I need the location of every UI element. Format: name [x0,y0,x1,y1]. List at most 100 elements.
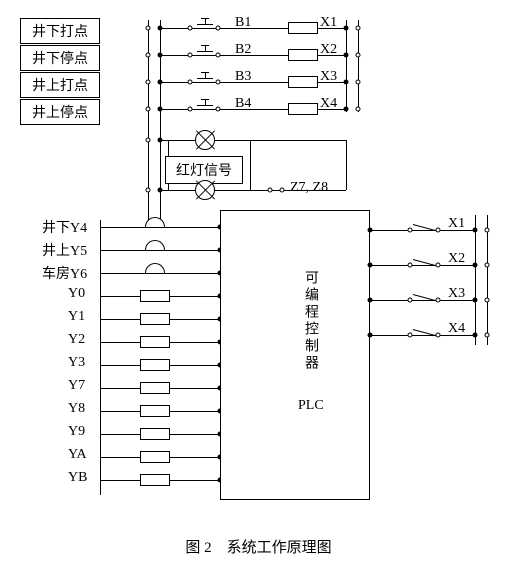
row4-dot-l [146,107,151,112]
y3-relay [140,359,170,371]
sw-x4-t2 [436,333,441,338]
rl-v2 [250,140,251,190]
z-term1 [268,188,273,193]
sw-x1-bus-dot [473,228,478,233]
row3-dot-r2 [356,80,361,85]
row3-dot-r1 [344,80,349,85]
row3-dot-l [146,80,151,85]
bell-y5-line [100,250,220,251]
b1-t1 [188,26,193,31]
y9-label: Y9 [68,424,85,440]
label-box-2: 井上打点 [20,72,100,98]
ya-relay [140,451,170,463]
z-label: Z7, Z8 [290,180,328,196]
row2-dot-l2 [158,53,163,58]
sw-x3-bus-dot2 [485,298,490,303]
figure-caption: 图 2 系统工作原理图 [0,536,517,557]
x3-label: X3 [320,69,337,85]
bell-y4-line [100,227,220,228]
relay-x1 [288,22,318,34]
plc-box [220,210,370,500]
y1-relay [140,313,170,325]
z-term2 [280,188,285,193]
y1-label: Y1 [68,309,85,325]
row4-dot-r1 [344,107,349,112]
y8-relay [140,405,170,417]
rl-dot-l2 [158,138,163,143]
label-text: 井下停点 [32,52,88,67]
yb-relay [140,474,170,486]
y0-relay [140,290,170,302]
sw-x4-plc-dot [368,333,373,338]
ya-label: YA [68,447,87,463]
y3-label: Y3 [68,355,85,371]
row2-dot-r1 [344,53,349,58]
x4-label: X4 [320,96,337,112]
lamp-top [195,130,215,150]
bus-right1 [346,20,347,112]
sw-x1-t2 [436,228,441,233]
relay-x2 [288,49,318,61]
bell-y6-line [100,273,220,274]
rl-right-v [346,140,347,190]
bell-y4-label: 井下Y4 [42,217,87,237]
right-bus1 [475,215,476,345]
relay-x3 [288,76,318,88]
row1-dot-l2 [158,26,163,31]
sw-x1-plc-dot [368,228,373,233]
relay-x4 [288,103,318,115]
y2-label: Y2 [68,332,85,348]
bell-y5 [145,240,165,250]
label-box-1: 井下停点 [20,45,100,71]
y2-relay [140,336,170,348]
b2-t2 [216,53,221,58]
sw-x2-plc-dot [368,263,373,268]
sw-x2-bus-dot2 [485,263,490,268]
row1-dot-l [146,26,151,31]
row4-dot-l2 [158,107,163,112]
b3-t1 [188,80,193,85]
redlight-top-line [160,140,346,141]
b1-label: B1 [235,15,251,31]
b1-t2 [216,26,221,31]
bell-y6-label: 车房Y6 [42,263,87,283]
plc-text-vert: 可编程控制器 [300,270,320,372]
sw-x2-t2 [436,263,441,268]
plc-text-en: PLC [298,398,324,414]
sw-x1-bus-dot2 [485,228,490,233]
sw-x3-t2 [436,298,441,303]
sw-x3-plc-dot [368,298,373,303]
row2-dot-l [146,53,151,58]
sw-x2-label: X2 [448,251,465,267]
b3-t2 [216,80,221,85]
sw-x2-bus-dot [473,263,478,268]
sw-x4-bus-dot2 [485,333,490,338]
row4-dot-r2 [356,107,361,112]
label-box-3: 井上停点 [20,99,100,125]
yb-label: YB [68,470,87,486]
label-text: 井下打点 [32,25,88,40]
bell-y4 [145,217,165,227]
output-bus [100,220,101,495]
bell-y5-label: 井上Y5 [42,240,87,260]
b4-t1 [188,107,193,112]
b4-t2 [216,107,221,112]
b4-label: B4 [235,96,251,112]
rl-dot-bl2 [158,188,163,193]
right-bus2 [487,215,488,345]
b2-label: B2 [235,42,251,58]
row3-dot-l2 [158,80,163,85]
sw-x1-label: X1 [448,216,465,232]
y7-label: Y7 [68,378,85,394]
redlight-text: 红灯信号 [176,164,232,179]
row1-dot-r2 [356,26,361,31]
x2-label: X2 [320,42,337,58]
sw-x4-bus-dot [473,333,478,338]
rl-dot-bl1 [146,188,151,193]
x1-label: X1 [320,15,337,31]
label-text: 井上打点 [32,79,88,94]
y0-label: Y0 [68,286,85,302]
b2-t1 [188,53,193,58]
bus-right2 [358,20,359,112]
lamp-bot [195,180,215,200]
